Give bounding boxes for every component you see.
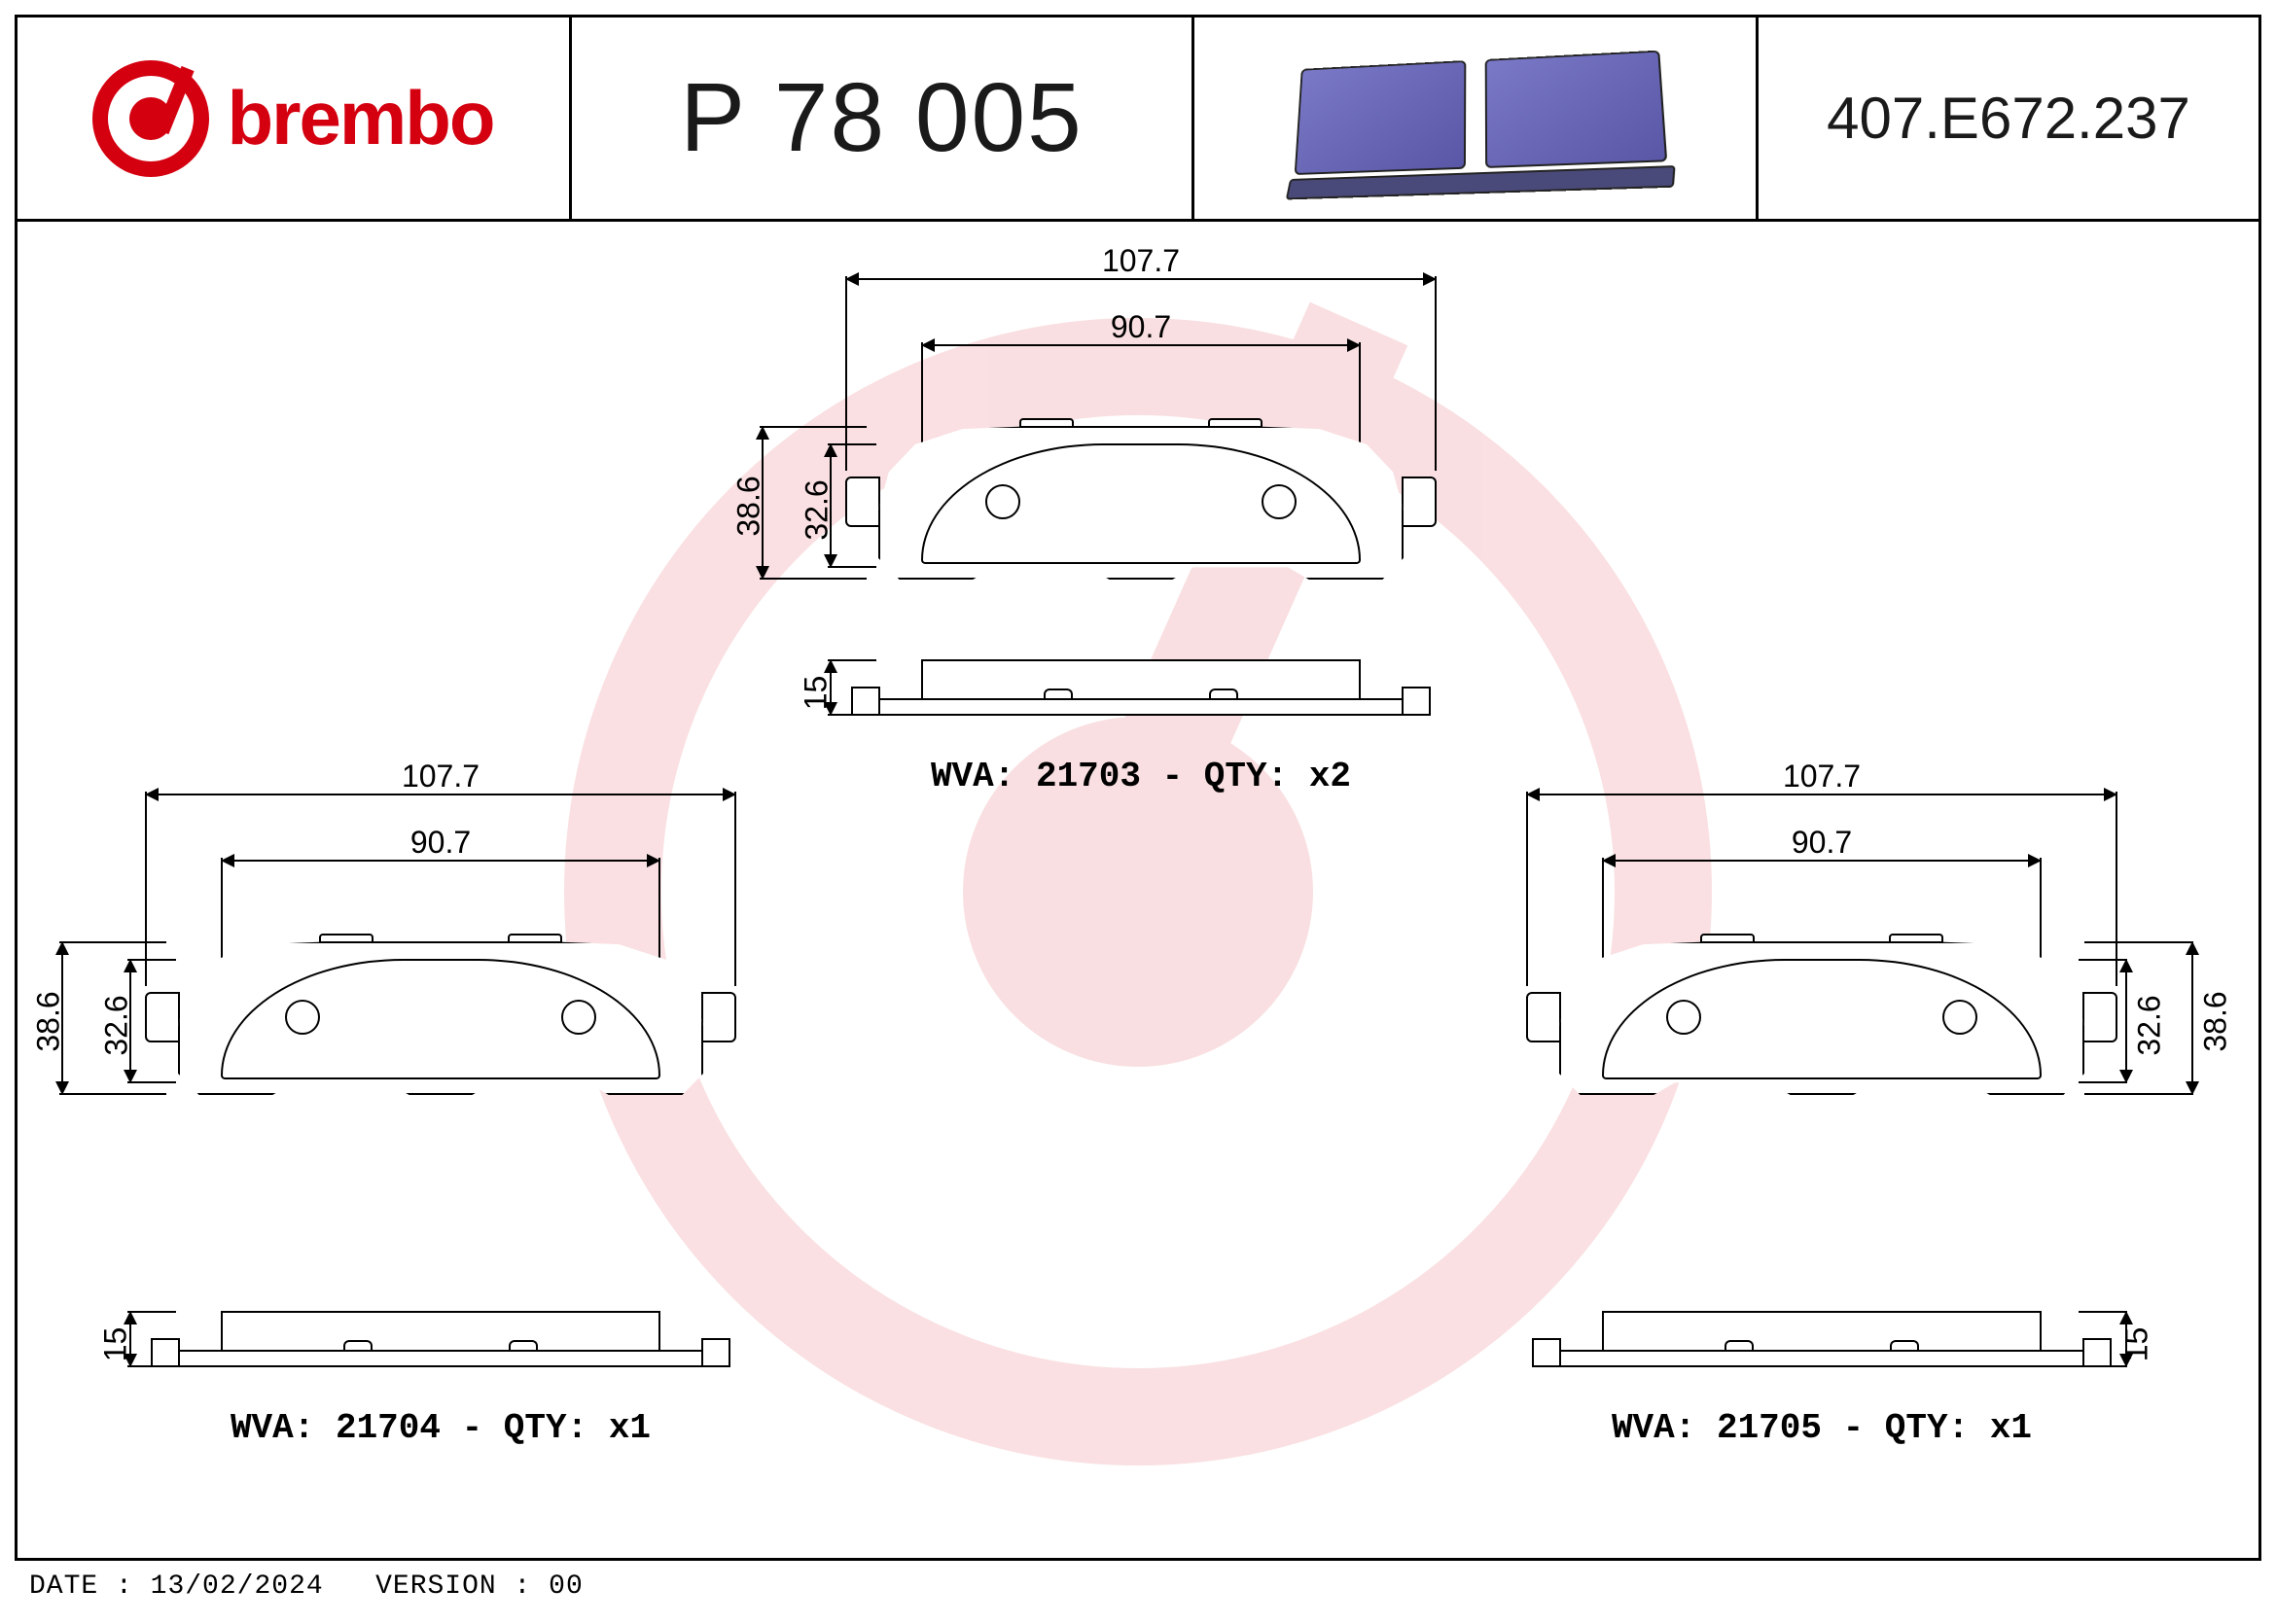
dim-height-inner: 32.6 <box>129 959 131 1083</box>
title-block: brembo P 78 005 407.E672.237 <box>18 18 2258 222</box>
drawing-canvas: 107.7 90.7 38.6 32.6 <box>18 222 2258 1561</box>
dim-thickness: 15 <box>129 1311 131 1367</box>
dim-thickness: 15 <box>830 659 832 716</box>
dim-height-outer: 38.6 <box>762 426 764 580</box>
dim-label: 90.7 <box>1602 825 2042 861</box>
pad-side-view <box>1559 1311 2084 1367</box>
dim-label: 15 <box>798 676 834 711</box>
dim-label: 90.7 <box>921 309 1361 345</box>
pad-face-view <box>1559 941 2084 1095</box>
dim-height-outer: 38.6 <box>61 941 63 1095</box>
pad-side-view <box>878 659 1404 716</box>
pad-caption: WVA: 21703 - QTY: x2 <box>791 757 1491 796</box>
dim-width-inner: 90.7 <box>921 344 1361 346</box>
part-number: P 78 005 <box>572 18 1194 219</box>
dim-width-inner: 90.7 <box>221 860 660 862</box>
pad-side-view <box>178 1311 703 1367</box>
dim-label: 107.7 <box>145 759 736 794</box>
dim-width-outer: 107.7 <box>1526 794 2117 795</box>
pad-caption: WVA: 21705 - QTY: x1 <box>1472 1408 2172 1448</box>
dim-label: 15 <box>97 1327 133 1362</box>
dim-label: 32.6 <box>2132 995 2168 1055</box>
dim-width-outer: 107.7 <box>845 278 1437 280</box>
revision-footer: DATE : 13/02/2024 VERSION : 00 <box>29 1571 584 1602</box>
date-label: DATE : <box>29 1571 133 1602</box>
pad-caption: WVA: 21704 - QTY: x1 <box>90 1408 791 1448</box>
date-value: 13/02/2024 <box>151 1571 324 1602</box>
dim-label: 32.6 <box>800 479 836 540</box>
dim-label: 38.6 <box>731 476 767 536</box>
brand-name: brembo <box>227 74 493 162</box>
dim-width-inner: 90.7 <box>1602 860 2042 862</box>
brembo-logo-icon <box>92 60 209 177</box>
dim-thickness: 15 <box>2125 1311 2127 1367</box>
dim-label: 15 <box>2118 1327 2154 1362</box>
dim-label: 107.7 <box>845 243 1437 279</box>
dim-label: 90.7 <box>221 825 660 861</box>
brembo-logo: brembo <box>92 60 493 177</box>
version-label: VERSION : <box>375 1571 531 1602</box>
dim-label: 38.6 <box>31 991 67 1051</box>
dim-height-outer: 38.6 <box>2191 941 2193 1095</box>
dim-label: 32.6 <box>99 995 135 1055</box>
drawing-sheet: brembo P 78 005 407.E672.237 107.7 <box>15 15 2261 1561</box>
version-value: 00 <box>549 1571 584 1602</box>
brand-cell: brembo <box>18 18 572 219</box>
pad-face-view <box>878 426 1404 580</box>
drawing-reference: 407.E672.237 <box>1759 18 2258 219</box>
isometric-preview-cell <box>1194 18 1759 219</box>
dim-width-outer: 107.7 <box>145 794 736 795</box>
dim-height-inner: 32.6 <box>830 443 832 568</box>
dim-height-inner: 32.6 <box>2125 959 2127 1083</box>
dim-label: 107.7 <box>1526 759 2117 794</box>
brake-pad-3d-icon <box>1293 50 1667 186</box>
dim-label: 38.6 <box>2198 991 2234 1051</box>
pad-face-view <box>178 941 703 1095</box>
